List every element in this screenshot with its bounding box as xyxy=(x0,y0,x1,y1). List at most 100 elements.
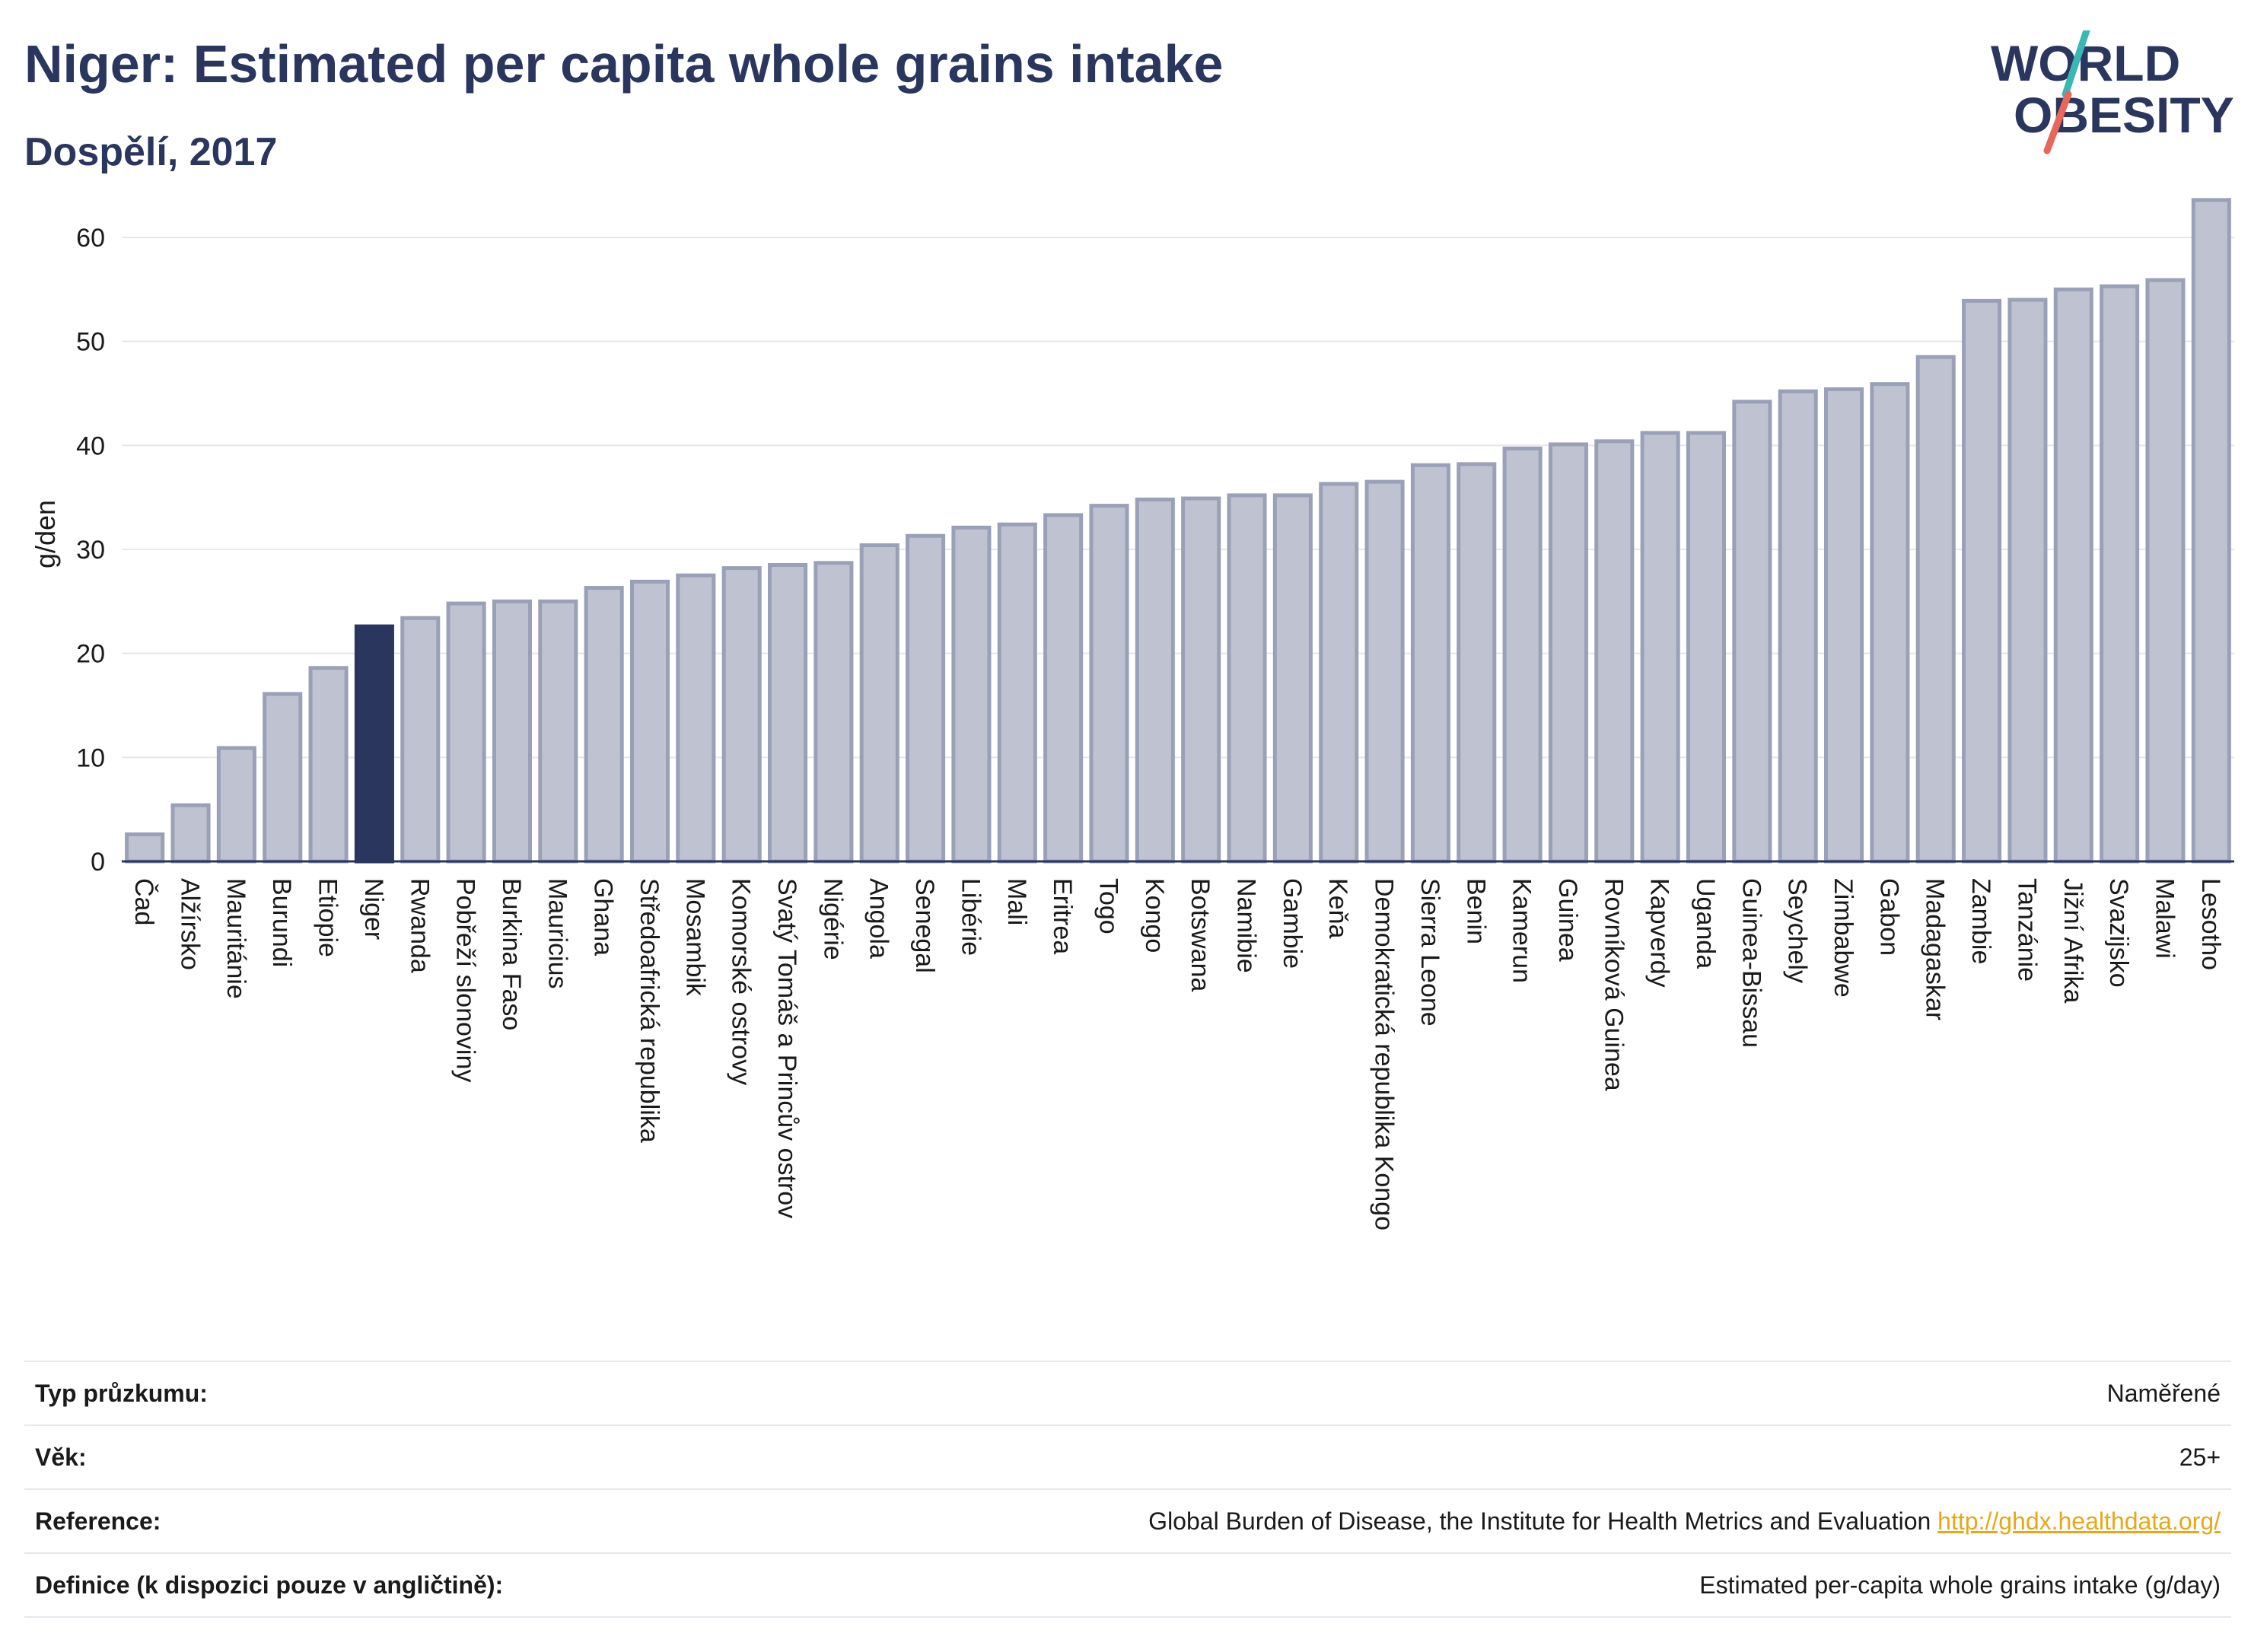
world-obesity-logo: WORLD OBESITY xyxy=(1991,30,2234,154)
bar-14 xyxy=(768,563,808,864)
bar-12 xyxy=(676,573,716,864)
x-tick-label: Botswana xyxy=(1186,878,1215,992)
x-tick-label: Lesotho xyxy=(2196,878,2225,970)
x-tick-label: Mauricius xyxy=(543,878,572,988)
bar-24 xyxy=(1227,493,1267,864)
bar-18 xyxy=(951,525,992,864)
logo-text-world: WORLD xyxy=(1991,35,2180,91)
info-label: Reference: xyxy=(35,1507,161,1535)
x-tick-label: Rovníková Guinea xyxy=(1599,878,1628,1091)
bar-38 xyxy=(1870,382,1910,864)
x-tick-label: Demokratická republika Kongo xyxy=(1370,878,1399,1230)
logo-teal-stroke xyxy=(2062,30,2090,98)
x-tick-label: Komorské ostrovy xyxy=(727,878,756,1085)
bar-11 xyxy=(629,579,670,864)
y-tick-label: 0 xyxy=(91,848,105,877)
x-tick-label: Pobřeží slonoviny xyxy=(451,878,480,1082)
axes: 0 10 20 30 40 50 60 Čad Alžírsko Mauritánie Burund… xyxy=(76,224,2234,1230)
x-tick-label: Čad xyxy=(129,878,158,925)
x-tick-label: Zambie xyxy=(1966,878,1995,964)
x-tick-label: Mosambik xyxy=(680,878,709,997)
x-tick-label: Nigérie xyxy=(818,878,847,960)
bar-32 xyxy=(1594,439,1635,864)
chart-subtitle: Dospělí, 2017 xyxy=(24,130,278,174)
x-tick-label: Kapverdy xyxy=(1645,878,1674,988)
x-tick-label: Gambie xyxy=(1278,878,1307,969)
x-tick-label: Mali xyxy=(1002,878,1031,925)
info-value: 25+ xyxy=(2179,1443,2221,1471)
bars xyxy=(125,198,2231,864)
bar-13 xyxy=(721,566,762,864)
x-tick-label: Angola xyxy=(864,878,893,959)
info-label: Typ průzkumu: xyxy=(35,1379,208,1407)
bar-17 xyxy=(906,533,946,864)
x-tick-label: Burkina Faso xyxy=(497,878,526,1030)
bar-41 xyxy=(2007,298,2048,864)
bar-5 xyxy=(354,624,394,864)
bar-15 xyxy=(813,561,854,864)
x-tick-label: Gabon xyxy=(1874,878,1903,956)
bar-28 xyxy=(1410,463,1450,864)
x-tick-label: Rwanda xyxy=(405,878,434,973)
bar-6 xyxy=(400,616,441,864)
x-tick-label: Ghana xyxy=(589,878,618,956)
bar-20 xyxy=(1043,513,1084,864)
x-tick-label: Mauritánie xyxy=(221,878,250,999)
bar-19 xyxy=(997,522,1037,864)
bar-31 xyxy=(1548,442,1588,864)
x-tick-label: Kongo xyxy=(1140,878,1169,953)
x-tick-label: Alžírsko xyxy=(176,878,205,970)
x-tick-label: Tanzánie xyxy=(2012,878,2041,982)
bar-0 xyxy=(125,832,165,864)
bar-8 xyxy=(492,599,532,864)
info-row-definition: Definice (k dispozici pouze v angličtině… xyxy=(24,1552,2231,1618)
info-table: Typ průzkumu: Naměřené Věk: 25+ Referenc… xyxy=(24,1361,2231,1618)
chart-title: Niger: Estimated per capita whole grains… xyxy=(24,34,1224,94)
bar-9 xyxy=(538,599,578,864)
x-tick-label: Jižní Afrika xyxy=(2058,878,2087,1003)
bar-39 xyxy=(1915,355,1956,864)
info-value-reference: Global Burden of Disease, the Institute … xyxy=(1148,1507,2221,1536)
bar-36 xyxy=(1778,389,1818,864)
x-tick-label: Kamerun xyxy=(1508,878,1536,983)
y-tick-label: 10 xyxy=(76,743,105,772)
reference-link[interactable]: http://ghdx.healthdata.org/ xyxy=(1937,1507,2221,1535)
x-tick-label: Zimbabwe xyxy=(1829,878,1858,998)
info-label: Věk: xyxy=(35,1443,87,1471)
bar-27 xyxy=(1364,479,1405,864)
bar-16 xyxy=(859,543,899,864)
info-row-age: Věk: 25+ xyxy=(24,1424,2231,1488)
info-value: Naměřené xyxy=(2106,1379,2221,1407)
x-tick-label: Malawi xyxy=(2150,878,2179,959)
x-tick-label: Eritrea xyxy=(1048,878,1077,954)
bar-34 xyxy=(1686,431,1727,864)
bar-3 xyxy=(263,692,303,864)
x-tick-label: Uganda xyxy=(1691,878,1720,969)
x-tick-label: Sierra Leone xyxy=(1415,878,1444,1027)
y-tick-label: 30 xyxy=(76,536,105,565)
info-value: Estimated per-capita whole grains intake… xyxy=(1699,1571,2221,1599)
bar-7 xyxy=(446,601,486,864)
bar-22 xyxy=(1135,497,1175,864)
bar-4 xyxy=(308,666,349,864)
info-row-reference: Reference: Global Burden of Disease, the… xyxy=(24,1488,2231,1552)
y-tick-label: 50 xyxy=(76,328,105,357)
bar-35 xyxy=(1732,399,1772,864)
bar-1 xyxy=(170,803,211,864)
y-tick-label: 20 xyxy=(76,640,105,669)
x-tick-label: Togo xyxy=(1094,878,1122,934)
logo-red-stroke xyxy=(2043,91,2072,154)
bar-chart: 0 10 20 30 40 50 60 Čad Alžírsko Mauritánie Burund… xyxy=(30,198,2234,1230)
bar-2 xyxy=(216,746,256,864)
x-tick-label: Namibie xyxy=(1232,878,1261,973)
x-tick-label: Svatý Tomáš a Princův ostrov xyxy=(772,878,801,1218)
bar-33 xyxy=(1640,431,1680,864)
x-tick-label: Středoafrická republika xyxy=(635,878,664,1143)
x-tick-label: Svazijsko xyxy=(2104,878,2133,988)
x-tick-label: Niger xyxy=(359,878,388,940)
bar-42 xyxy=(2053,287,2093,864)
x-tick-label: Etiopie xyxy=(314,878,342,957)
x-tick-label: Madagaskar xyxy=(1921,878,1950,1020)
x-tick-label: Benin xyxy=(1461,878,1490,944)
x-tick-label: Libérie xyxy=(956,878,985,956)
